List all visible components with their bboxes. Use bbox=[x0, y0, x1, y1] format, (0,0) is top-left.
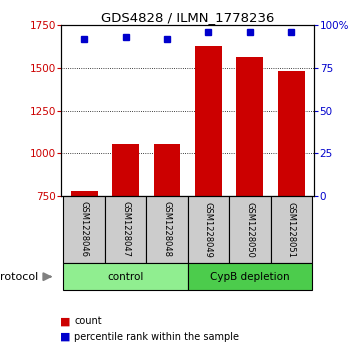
Text: GSM1228048: GSM1228048 bbox=[162, 201, 171, 257]
Text: GSM1228050: GSM1228050 bbox=[245, 201, 255, 257]
Bar bbox=[188, 196, 229, 263]
Bar bbox=[112, 144, 139, 196]
Bar bbox=[153, 144, 180, 196]
Bar bbox=[71, 191, 97, 196]
Text: ■: ■ bbox=[60, 316, 70, 326]
Text: GSM1228051: GSM1228051 bbox=[287, 201, 296, 257]
Text: GSM1228047: GSM1228047 bbox=[121, 201, 130, 257]
Bar bbox=[195, 46, 222, 196]
Text: percentile rank within the sample: percentile rank within the sample bbox=[74, 332, 239, 342]
Bar bbox=[271, 196, 312, 263]
Text: CypB depletion: CypB depletion bbox=[210, 272, 290, 282]
Text: count: count bbox=[74, 316, 102, 326]
Bar bbox=[229, 196, 271, 263]
Text: control: control bbox=[107, 272, 144, 282]
Bar bbox=[64, 263, 188, 290]
Bar bbox=[188, 263, 312, 290]
Title: GDS4828 / ILMN_1778236: GDS4828 / ILMN_1778236 bbox=[101, 11, 274, 24]
Text: ■: ■ bbox=[60, 332, 70, 342]
Bar bbox=[236, 57, 263, 196]
Text: protocol: protocol bbox=[0, 272, 39, 282]
Bar bbox=[64, 196, 105, 263]
Bar bbox=[105, 196, 146, 263]
Text: GSM1228046: GSM1228046 bbox=[80, 201, 89, 257]
Text: GSM1228049: GSM1228049 bbox=[204, 201, 213, 257]
Bar bbox=[146, 196, 188, 263]
Bar bbox=[278, 72, 305, 196]
